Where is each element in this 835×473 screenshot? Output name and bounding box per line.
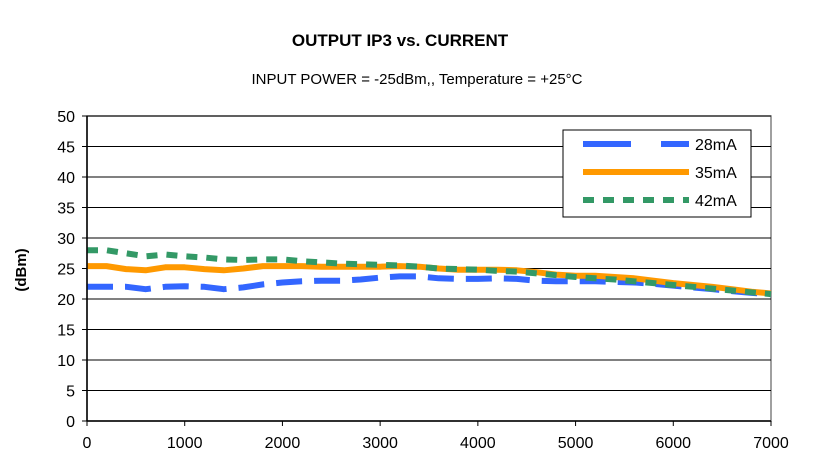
legend-label-35mA: 35mA: [695, 165, 737, 182]
y-tick-label: 20: [57, 292, 75, 309]
y-tick-label: 10: [57, 353, 75, 370]
x-tick-label: 3000: [362, 435, 398, 452]
y-tick-label: 15: [57, 323, 75, 340]
y-tick-label: 5: [66, 384, 75, 401]
x-tick-label: 6000: [655, 435, 691, 452]
y-axis-label: (dBm): [13, 248, 30, 291]
y-tick-label: 45: [57, 140, 75, 157]
x-tick-label: 7000: [753, 435, 789, 452]
series-line-42mA: [87, 247, 772, 298]
x-tick-label: 4000: [460, 435, 496, 452]
chart-title: OUTPUT IP3 vs. CURRENT: [292, 31, 509, 50]
series-layer: [87, 247, 772, 298]
legend-label-28mA: 28mA: [695, 137, 737, 154]
y-tick-label: 35: [57, 201, 75, 218]
legend: 28mA 35mA 42mA: [562, 129, 752, 218]
y-tick-label: 40: [57, 170, 75, 187]
y-tick-label: 25: [57, 262, 75, 279]
chart-subtitle: INPUT POWER = -25dBm,, Temperature = +25…: [252, 71, 583, 88]
x-tick-label: 1000: [167, 435, 203, 452]
y-tick-label: 50: [57, 109, 75, 126]
x-tick-label: 2000: [265, 435, 301, 452]
x-tick-label: 0: [83, 435, 92, 452]
y-tick-label: 30: [57, 231, 75, 248]
axes: 0 5 10 15 20 25 30 35 40 45 50 0 1000 2000 3000 4000 500…: [57, 109, 789, 452]
x-tick-label: 5000: [558, 435, 594, 452]
legend-label-42mA: 42mA: [695, 193, 737, 210]
y-tick-label: 0: [66, 414, 75, 431]
